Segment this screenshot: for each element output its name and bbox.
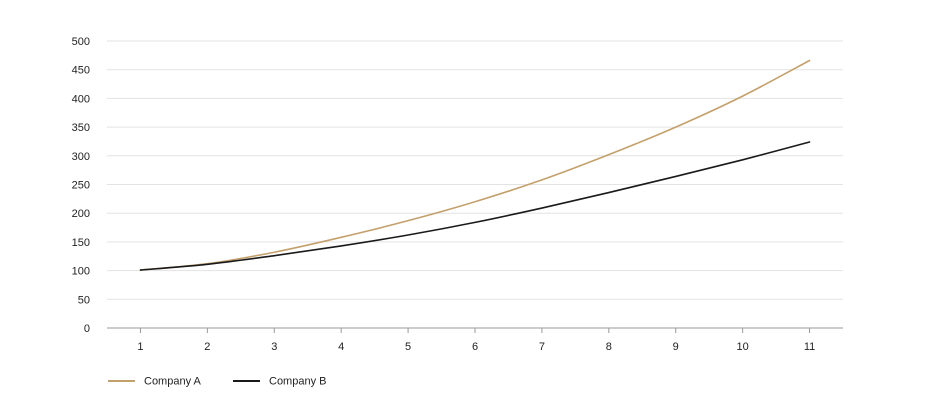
series-line-company-b: [139, 141, 811, 271]
x-tick-label-8: 8: [606, 341, 612, 353]
x-tick-label-9: 9: [673, 341, 679, 353]
y-tick-label-500: 500: [72, 36, 90, 48]
y-tick-label-50: 50: [78, 294, 90, 306]
x-tick-label-10: 10: [737, 341, 749, 353]
x-tick-label-7: 7: [539, 341, 545, 353]
y-tick-label-350: 350: [72, 122, 90, 134]
x-axis-tick-labels: 1 2 3 4 5 6 7 8 9 10 11: [137, 341, 815, 353]
y-tick-label-400: 400: [72, 93, 90, 105]
y-tick-label-0: 0: [84, 323, 90, 335]
series-line-company-a: [139, 59, 811, 271]
x-tick-label-3: 3: [271, 341, 277, 353]
y-axis-tick-labels: 0 50 100 150 200 250 300 350 400 450 500: [72, 36, 90, 335]
y-tick-label-250: 250: [72, 180, 90, 192]
x-tick-label-2: 2: [204, 341, 210, 353]
x-tick-label-6: 6: [472, 341, 478, 353]
legend-label-company-b: Company B: [269, 376, 326, 388]
x-tick-label-5: 5: [405, 341, 411, 353]
y-tick-label-100: 100: [72, 266, 90, 278]
x-tick-label-4: 4: [338, 341, 344, 353]
y-tick-label-300: 300: [72, 151, 90, 163]
x-tick-label-11: 11: [804, 341, 815, 353]
y-tick-label-450: 450: [72, 65, 90, 77]
legend-label-company-a: Company A: [144, 376, 202, 388]
series-lines: [139, 59, 811, 271]
y-tick-label-200: 200: [72, 208, 90, 220]
grid-lines: [107, 40, 843, 300]
x-tick-label-1: 1: [137, 341, 143, 353]
y-tick-label-150: 150: [72, 237, 90, 249]
legend: Company A Company B: [108, 376, 326, 388]
x-axis: [107, 327, 843, 333]
